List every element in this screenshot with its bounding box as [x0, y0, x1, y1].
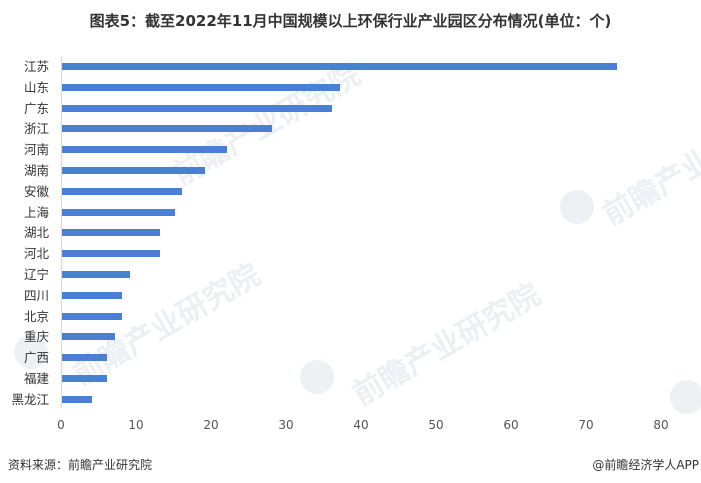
watermark-logo-icon [300, 360, 334, 394]
category-label: 湖北 [23, 225, 49, 241]
category-label: 上海 [23, 204, 49, 220]
watermark-logo-icon [670, 380, 701, 414]
category-label: 北京 [23, 308, 49, 324]
category-label: 江苏 [23, 59, 49, 74]
category-label: 山东 [23, 79, 49, 95]
bar [62, 104, 332, 112]
source-note: 资料来源：前瞻产业研究院 [8, 458, 153, 472]
credit-note: @前瞻经济学人APP [592, 458, 699, 472]
bar [62, 146, 227, 154]
x-tick-label: 70 [578, 418, 594, 432]
x-tick-label: 40 [353, 418, 369, 432]
category-label: 重庆 [23, 329, 49, 345]
bar [62, 63, 617, 70]
bar [62, 167, 205, 174]
category-label: 福建 [23, 371, 49, 386]
x-tick-label: 0 [57, 418, 65, 432]
watermark-text: 前瞻产业研究院 [347, 277, 547, 413]
bar [62, 395, 92, 403]
category-label: 安徽 [23, 183, 49, 199]
bar [62, 187, 182, 195]
bar [62, 250, 160, 258]
bar [62, 312, 122, 320]
category-label: 浙江 [23, 121, 49, 137]
category-label: 广东 [23, 100, 49, 116]
category-label: 辽宁 [23, 267, 49, 282]
category-label: 黑龙江 [11, 391, 49, 407]
x-tick-label: 20 [203, 418, 219, 432]
x-tick-label: 30 [278, 418, 294, 432]
bar [62, 208, 175, 216]
x-tick-label: 50 [428, 418, 444, 432]
x-tick-label: 80 [653, 418, 669, 432]
category-label: 四川 [23, 287, 49, 303]
bar [62, 291, 122, 299]
bar [62, 229, 160, 237]
category-label: 广西 [23, 350, 49, 366]
watermark-logo-icon [560, 190, 594, 224]
bar [62, 125, 272, 133]
bar [62, 354, 107, 362]
bar [62, 271, 130, 278]
bar [62, 375, 107, 382]
chart-title: 图表5：截至2022年11月中国规模以上环保行业产业园区分布情况(单位：个) [89, 12, 612, 30]
y-axis-line [61, 56, 62, 408]
category-label: 湖南 [23, 163, 49, 178]
bar [62, 83, 340, 91]
category-label: 河北 [23, 246, 49, 262]
category-label: 河南 [23, 142, 49, 158]
x-tick-label: 10 [128, 418, 144, 432]
bar [62, 333, 115, 341]
x-tick-label: 60 [503, 418, 519, 432]
watermark-text: 前瞻产业研究院 [597, 97, 701, 233]
